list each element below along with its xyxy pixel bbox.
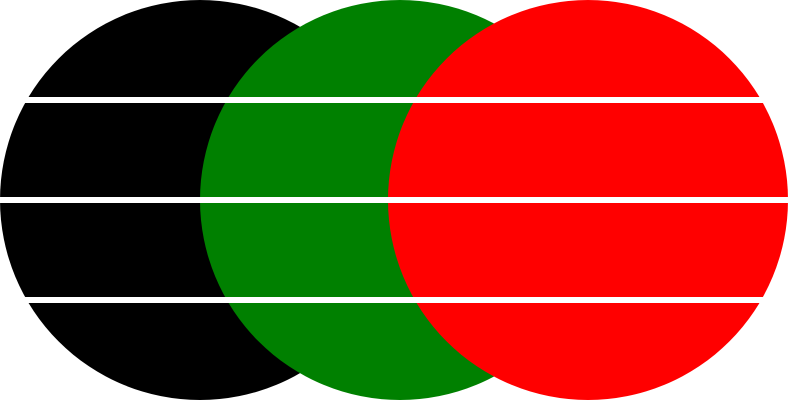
white-stripe-top	[0, 97, 788, 103]
white-stripe-bottom	[0, 297, 788, 303]
white-stripe-middle	[0, 197, 788, 203]
